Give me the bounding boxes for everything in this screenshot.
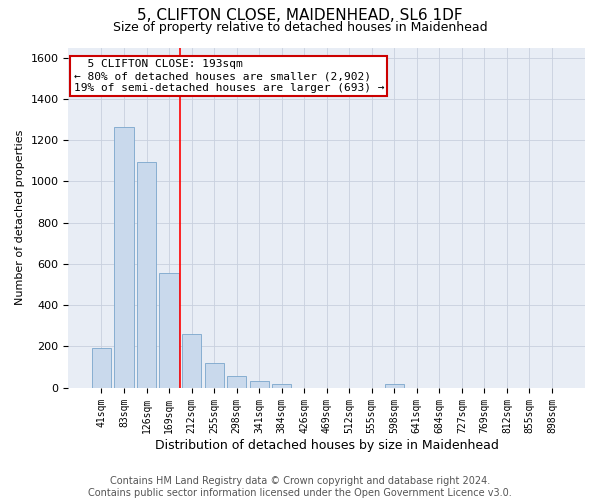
Bar [92,348,111,388]
Bar [182,334,201,388]
Bar [115,127,134,388]
Bar [137,162,156,388]
Bar [250,382,269,388]
Bar [160,273,179,388]
Text: Size of property relative to detached houses in Maidenhead: Size of property relative to detached ho… [113,21,487,34]
X-axis label: Distribution of detached houses by size in Maidenhead: Distribution of detached houses by size … [155,440,499,452]
Y-axis label: Number of detached properties: Number of detached properties [15,130,25,305]
Text: 5, CLIFTON CLOSE, MAIDENHEAD, SL6 1DF: 5, CLIFTON CLOSE, MAIDENHEAD, SL6 1DF [137,8,463,22]
Bar [227,376,246,388]
Bar [272,384,291,388]
Bar [205,363,224,388]
Bar [385,384,404,388]
Text: Contains HM Land Registry data © Crown copyright and database right 2024.
Contai: Contains HM Land Registry data © Crown c… [88,476,512,498]
Text: 5 CLIFTON CLOSE: 193sqm
← 80% of detached houses are smaller (2,902)
19% of semi: 5 CLIFTON CLOSE: 193sqm ← 80% of detache… [74,60,384,92]
